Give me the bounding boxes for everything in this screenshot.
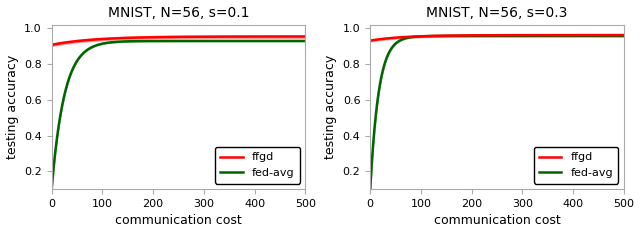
X-axis label: communication cost: communication cost <box>434 214 561 227</box>
ffgd <box>294 35 302 38</box>
fed-avg <box>483 34 491 37</box>
fed-avg <box>380 68 387 71</box>
Title: MNIST, N=56, s=0.3: MNIST, N=56, s=0.3 <box>426 6 568 20</box>
ffgd <box>490 34 497 37</box>
fed-avg <box>612 34 620 37</box>
fed-avg <box>248 40 255 42</box>
ffgd <box>366 39 374 42</box>
fed-avg <box>612 34 620 37</box>
fed-avg <box>490 34 497 37</box>
ffgd <box>380 38 387 40</box>
Legend: ffgd, fed-avg: ffgd, fed-avg <box>215 147 300 184</box>
fed-avg <box>294 40 301 42</box>
ffgd <box>612 34 620 37</box>
fed-avg <box>48 188 56 191</box>
Y-axis label: testing accuracy: testing accuracy <box>324 55 337 159</box>
ffgd <box>483 34 491 37</box>
fed-avg <box>301 40 309 42</box>
ffgd <box>164 36 172 38</box>
fed-avg <box>171 40 179 42</box>
ffgd <box>294 35 301 38</box>
fed-avg <box>294 40 302 42</box>
Legend: ffgd, fed-avg: ffgd, fed-avg <box>534 147 618 184</box>
Y-axis label: testing accuracy: testing accuracy <box>6 55 19 159</box>
Title: MNIST, N=56, s=0.1: MNIST, N=56, s=0.1 <box>108 6 249 20</box>
ffgd <box>61 41 68 44</box>
Line: fed-avg: fed-avg <box>370 36 624 189</box>
fed-avg <box>61 93 68 96</box>
Line: fed-avg: fed-avg <box>52 41 305 189</box>
fed-avg <box>620 34 628 37</box>
Line: ffgd: ffgd <box>52 37 305 45</box>
ffgd <box>612 34 620 37</box>
ffgd <box>566 34 574 37</box>
ffgd <box>301 35 309 38</box>
ffgd <box>248 35 255 38</box>
fed-avg <box>566 34 574 37</box>
ffgd <box>48 44 56 46</box>
fed-avg <box>366 188 374 191</box>
fed-avg <box>164 40 172 42</box>
Line: ffgd: ffgd <box>370 35 624 41</box>
ffgd <box>171 36 179 38</box>
ffgd <box>620 34 628 37</box>
X-axis label: communication cost: communication cost <box>115 214 242 227</box>
